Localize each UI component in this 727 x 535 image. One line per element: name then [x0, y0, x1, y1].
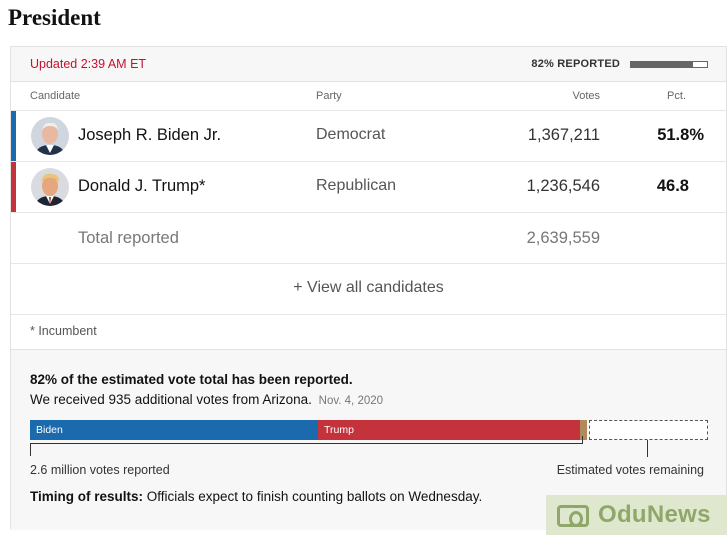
total-label: Total reported [78, 229, 179, 247]
reported-progress-bar [630, 61, 708, 68]
vote-share-segment-label: Biden [36, 424, 63, 436]
odunews-watermark: OduNews [546, 495, 727, 535]
reported-bracket-tick [30, 443, 31, 456]
vote-share-bar: Biden Trump [30, 420, 708, 442]
candidate-votes: 1,367,211 [527, 126, 600, 144]
candidate-pct: 46.8 [656, 177, 689, 195]
column-header-candidate: Candidate [30, 90, 81, 102]
estimate-headline: 82% of the estimated vote total has been… [30, 372, 353, 387]
incumbent-footnote: * Incumbent [11, 314, 726, 349]
timing-label: Timing of results: [30, 489, 144, 504]
vote-share-segment: Trump [318, 420, 580, 440]
estimate-subtext: We received 935 additional votes from Ar… [30, 392, 383, 407]
column-header-party: Party [316, 90, 342, 102]
remaining-caption: Estimated votes remaining [556, 463, 704, 477]
total-votes: 2,639,559 [526, 229, 600, 247]
total-row: Total reported 2,639,559 [11, 212, 726, 263]
party-color-stripe [11, 162, 16, 212]
candidate-party: Democrat [316, 126, 386, 143]
vote-share-segment: Biden [30, 420, 318, 440]
updated-timestamp: Updated 2:39 AM ET [30, 57, 147, 71]
party-color-stripe [11, 111, 16, 161]
candidate-row-trump: Donald J. Trump* Republican 1,236,546 46… [11, 161, 726, 212]
candidate-party: Republican [316, 177, 397, 194]
page-title: President [8, 5, 101, 30]
trump-avatar [31, 168, 69, 206]
remaining-tick [647, 440, 648, 457]
column-header-pct: Pct. [667, 90, 686, 102]
estimate-date: Nov. 4, 2020 [318, 395, 384, 407]
column-header-votes: Votes [572, 90, 600, 102]
reported-percent-label: 82% REPORTED [531, 58, 620, 70]
odunews-logo-icon [557, 505, 589, 527]
status-bar: Updated 2:39 AM ET 82% REPORTED [11, 47, 726, 82]
watermark-text: OduNews [598, 501, 711, 528]
view-all-candidates-link[interactable]: + View all candidates [11, 263, 726, 314]
vote-share-segment [580, 420, 587, 440]
candidate-row-biden: Joseph R. Biden Jr. Democrat 1,367,211 5… [11, 110, 726, 161]
candidate-votes: 1,236,546 [526, 177, 600, 195]
timing-note: Timing of results: Officials expect to f… [30, 489, 482, 504]
candidate-name: Donald J. Trump* [78, 177, 206, 195]
reported-progress-fill [631, 62, 694, 67]
remaining-votes-box [589, 420, 708, 440]
timing-text: Officials expect to finish counting ball… [143, 489, 483, 504]
reported-bracket-tick [582, 436, 583, 444]
candidate-name: Joseph R. Biden Jr. [78, 126, 222, 144]
reported-caption: 2.6 million votes reported [30, 463, 170, 477]
biden-avatar [31, 117, 69, 155]
reported-bracket [30, 443, 583, 444]
results-card: Updated 2:39 AM ET 82% REPORTED Candidat… [10, 46, 727, 530]
vote-share-segment-label: Trump [324, 424, 354, 436]
estimate-sub-text: We received 935 additional votes from Ar… [30, 392, 312, 407]
candidate-pct: 51.8% [657, 126, 704, 144]
